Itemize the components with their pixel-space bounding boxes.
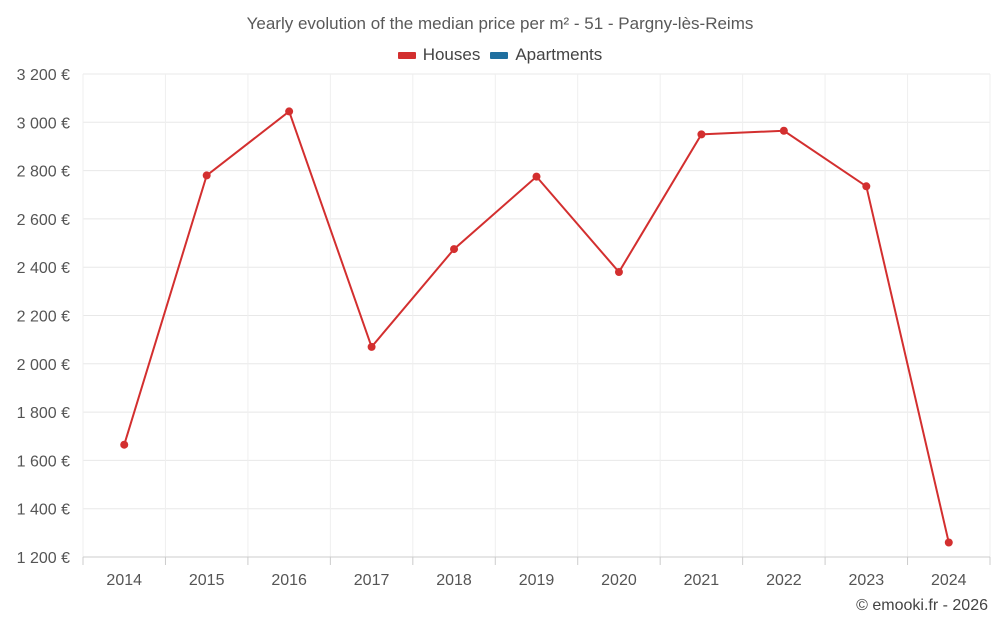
data-point-houses [450,245,459,254]
x-tick-label: 2014 [106,572,142,589]
data-point-houses [779,126,788,135]
data-point-houses [202,171,211,180]
x-tick-label: 2024 [931,572,967,589]
x-tick-label: 2017 [354,572,390,589]
legend-swatch-houses [397,51,416,59]
y-tick-label: 1 400 € [17,502,70,519]
y-tick-label: 1 600 € [17,453,70,470]
chart-legend: Houses Apartments [0,45,1000,65]
chart-title: Yearly evolution of the median price per… [246,14,754,33]
y-tick-label: 2 000 € [17,357,70,374]
legend-swatch-apartments [490,51,509,59]
data-point-houses [944,538,953,547]
x-tick-label: 2015 [189,572,225,589]
x-tick-label: 2020 [601,572,637,589]
data-point-houses [697,130,706,139]
data-point-houses [367,342,376,351]
legend-label-houses: Houses [422,45,481,64]
y-tick-label: 2 800 € [17,164,70,181]
y-tick-label: 3 200 € [17,67,70,84]
y-tick-label: 1 800 € [17,405,70,422]
y-tick-label: 2 600 € [17,212,70,229]
credit-text: © emooki.fr - 2026 [856,597,988,614]
x-tick-label: 2021 [684,572,720,589]
data-point-houses [285,107,294,116]
x-tick-label: 2023 [849,572,885,589]
x-tick-label: 2016 [271,572,307,589]
data-point-houses [614,268,623,277]
legend-item-apartments[interactable]: Apartments [490,45,602,65]
x-tick-label: 2019 [519,572,555,589]
y-tick-label: 2 200 € [17,309,70,326]
x-tick-label: 2022 [766,572,802,589]
y-tick-label: 3 000 € [17,115,70,132]
x-tick-label: 2018 [436,572,472,589]
data-point-houses [862,182,871,191]
data-point-houses [532,172,541,181]
legend-label-apartments: Apartments [515,45,603,64]
legend-item-houses[interactable]: Houses [397,45,481,65]
data-point-houses [120,440,129,449]
y-tick-label: 2 400 € [17,260,70,277]
y-tick-label: 1 200 € [17,550,70,567]
